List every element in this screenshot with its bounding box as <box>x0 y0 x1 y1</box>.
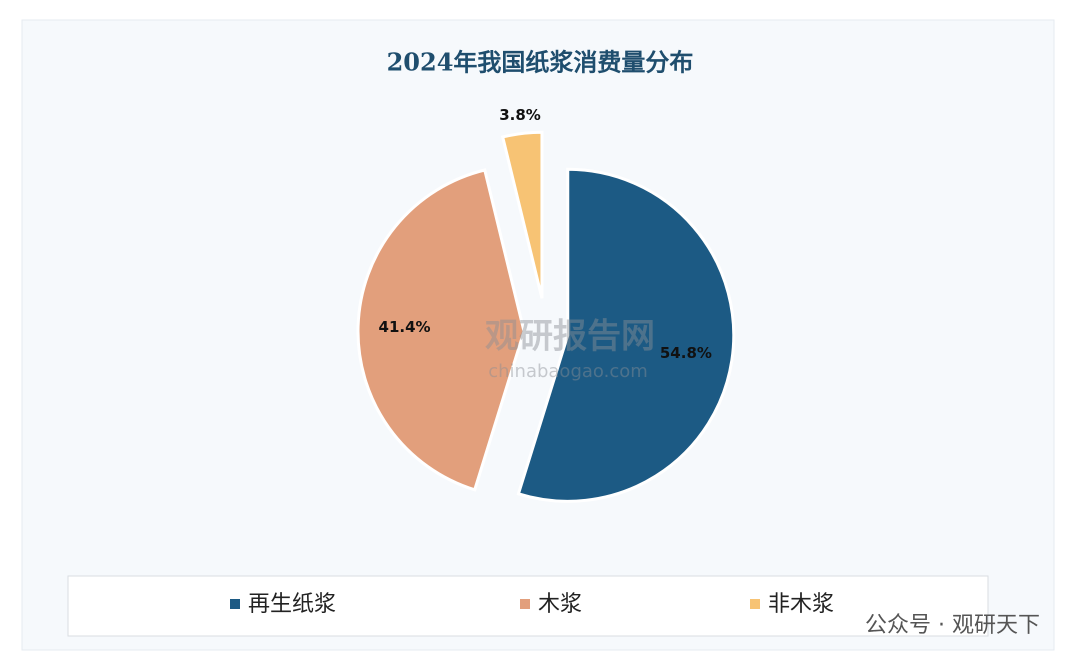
legend-label: 非木浆 <box>768 592 834 617</box>
data-label: 54.8% <box>660 344 712 362</box>
watermark-url: chinabaogao.com <box>488 361 648 382</box>
data-label: 41.4% <box>379 318 431 336</box>
legend-swatch <box>750 599 760 609</box>
legend-label: 木浆 <box>538 592 582 617</box>
legend: 再生纸浆 木浆 非木浆 <box>230 592 834 617</box>
legend-swatch <box>230 599 240 609</box>
chart-background <box>21 19 1055 651</box>
pie-slice <box>356 168 526 492</box>
pie: 54.8% 41.4% 3.8% <box>356 106 736 503</box>
chart-title: 2024年我国纸浆消费量分布 <box>387 48 694 77</box>
legend-label: 再生纸浆 <box>248 592 336 617</box>
data-label: 3.8% <box>499 106 541 124</box>
legend-swatch <box>520 599 530 609</box>
watermark: 观研报告网 <box>485 317 655 357</box>
footer-note: 公众号 · 观研天下 <box>865 613 1040 638</box>
pie-slice <box>516 167 736 503</box>
pie-slice <box>500 130 544 299</box>
